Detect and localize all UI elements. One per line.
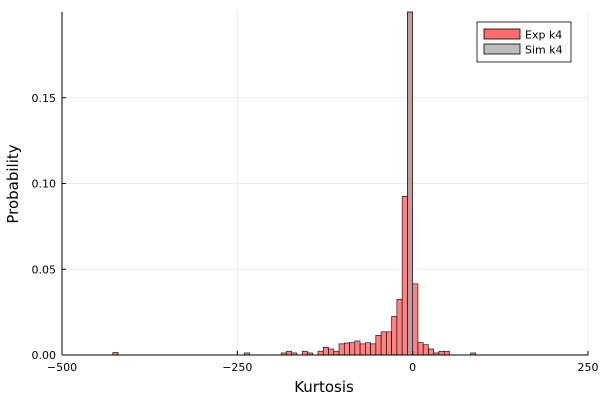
bar-exp-k4-28 bbox=[428, 348, 435, 356]
legend-label-sim-k4: Sim k4 bbox=[525, 44, 563, 57]
grid bbox=[61, 12, 589, 356]
bar-exp-k4-26 bbox=[417, 342, 424, 356]
bar-exp-k4-22 bbox=[396, 298, 403, 356]
bar-exp-k4-25 bbox=[412, 283, 419, 356]
legend: Exp k4 Sim k4 bbox=[476, 21, 572, 63]
y-tick-label-0: 0.00 bbox=[32, 349, 57, 362]
bar-exp-k4-21 bbox=[391, 316, 398, 356]
bar-exp-k4-19 bbox=[380, 331, 387, 356]
bar-exp-k4-12 bbox=[343, 342, 350, 356]
bar-exp-k4-7 bbox=[317, 350, 324, 356]
bar-exp-k4-5 bbox=[301, 350, 308, 356]
y-tick-label-3: 0.15 bbox=[32, 92, 57, 105]
bar-exp-k4-3 bbox=[286, 350, 292, 356]
bar-exp-k4-23 bbox=[401, 196, 408, 356]
bar-exp-k4-8 bbox=[322, 346, 329, 356]
bar-exp-k4-30 bbox=[438, 350, 445, 356]
bar-exp-k4-17 bbox=[370, 343, 377, 356]
bar-exp-k4-16 bbox=[365, 342, 371, 356]
legend-swatch-exp-k4 bbox=[483, 28, 521, 40]
legend-label-exp-k4: Exp k4 bbox=[525, 29, 562, 42]
bar-exp-k4-13 bbox=[349, 342, 356, 356]
y-tick-label-1: 0.05 bbox=[32, 263, 57, 276]
bar-exp-k4-9 bbox=[328, 348, 335, 356]
x-tick-label-3: 250 bbox=[578, 361, 599, 374]
y-axis-label: Probability bbox=[4, 144, 22, 223]
x-tick-label-1: −250 bbox=[222, 361, 252, 374]
bar-exp-k4-31 bbox=[443, 350, 450, 356]
bar-exp-k4-11 bbox=[338, 343, 345, 356]
ticks: −500 −250 0 250 0.00 0.05 0.10 0.15 bbox=[32, 92, 599, 374]
legend-swatch-sim-k4 bbox=[483, 43, 521, 55]
bar-sim-k4-0 bbox=[407, 11, 413, 356]
bar-exp-k4-14 bbox=[354, 340, 361, 356]
x-tick-label-0: −500 bbox=[47, 361, 77, 374]
bar-exp-k4-20 bbox=[386, 331, 392, 356]
bar-exp-k4-10 bbox=[333, 350, 340, 356]
bar-exp-k4-15 bbox=[359, 343, 366, 356]
bar-exp-k4-18 bbox=[375, 334, 382, 356]
y-tick-label-2: 0.10 bbox=[32, 178, 57, 191]
x-axis-label: Kurtosis bbox=[294, 378, 354, 396]
bar-exp-k4-27 bbox=[422, 344, 429, 356]
x-tick-label-2: 0 bbox=[409, 361, 416, 374]
